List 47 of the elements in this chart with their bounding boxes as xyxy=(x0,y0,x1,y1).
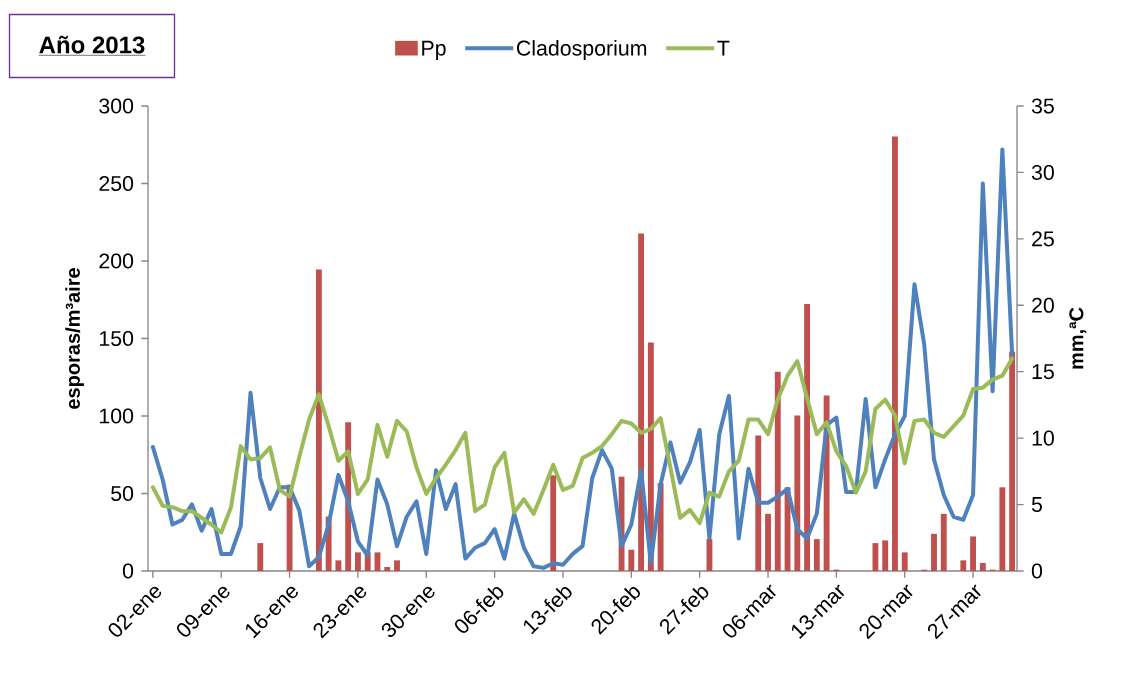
bar xyxy=(882,540,889,571)
bar xyxy=(550,475,557,571)
y-tick-label: 150 xyxy=(100,330,134,347)
bar xyxy=(999,487,1006,571)
y2-tick-label: 0 xyxy=(1031,563,1043,579)
bar xyxy=(970,536,976,571)
bar xyxy=(384,567,391,571)
y2-tick-label: 30 xyxy=(1031,164,1054,180)
y2-axis-title: mm,ªC xyxy=(1069,307,1087,369)
bar xyxy=(794,415,801,571)
bar xyxy=(335,560,342,571)
bar xyxy=(755,435,762,571)
bar xyxy=(774,371,781,571)
y-tick-label: 300 xyxy=(99,98,134,114)
bar xyxy=(628,549,635,571)
y2-tick-label: 15 xyxy=(1032,364,1054,380)
bar xyxy=(315,269,322,571)
bar xyxy=(804,303,811,571)
legend-label: Cladosporium xyxy=(516,40,647,60)
y-tick-label: 200 xyxy=(99,253,134,269)
bar xyxy=(979,563,986,571)
bar xyxy=(960,560,967,571)
y-axis-title: esporas/m³aire xyxy=(65,268,84,409)
bar xyxy=(638,233,645,571)
bar xyxy=(901,552,908,571)
y2-tick-label: 10 xyxy=(1032,430,1054,446)
y-tick-label: 100 xyxy=(100,408,134,424)
legend-label: Pp xyxy=(422,40,446,60)
y2-tick-label: 5 xyxy=(1031,497,1042,512)
y2-tick-label: 25 xyxy=(1032,231,1054,247)
bar xyxy=(813,539,820,571)
y-tick-label: 0 xyxy=(122,563,134,579)
y2-tick-label: 20 xyxy=(1032,297,1054,313)
y-tick-label: 50 xyxy=(111,485,134,502)
bar xyxy=(892,136,898,571)
bar xyxy=(1009,351,1016,571)
y2-tick-label: 35 xyxy=(1031,98,1054,114)
bar xyxy=(355,552,361,571)
legend-label: T xyxy=(717,40,730,56)
chart-title: Año 2013 xyxy=(39,35,145,54)
bar xyxy=(394,560,400,571)
bar xyxy=(931,533,937,571)
bar xyxy=(872,543,879,571)
bar xyxy=(940,513,947,571)
y-tick-label: 250 xyxy=(99,175,134,192)
bar xyxy=(257,543,264,571)
bar xyxy=(765,513,771,571)
